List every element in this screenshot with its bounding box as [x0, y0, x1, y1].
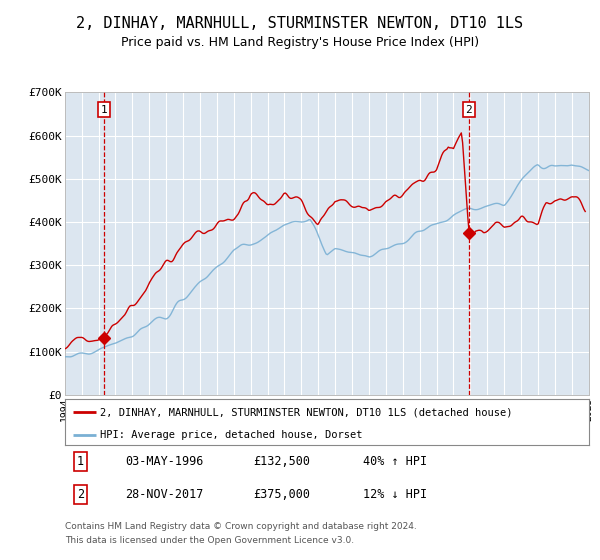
Text: This data is licensed under the Open Government Licence v3.0.: This data is licensed under the Open Gov… [65, 536, 354, 545]
Text: 40% ↑ HPI: 40% ↑ HPI [364, 455, 427, 468]
Text: HPI: Average price, detached house, Dorset: HPI: Average price, detached house, Dors… [100, 430, 363, 440]
Text: 2: 2 [77, 488, 84, 501]
Text: Price paid vs. HM Land Registry's House Price Index (HPI): Price paid vs. HM Land Registry's House … [121, 36, 479, 49]
Text: 1: 1 [77, 455, 84, 468]
Text: 2: 2 [466, 105, 472, 115]
Text: Contains HM Land Registry data © Crown copyright and database right 2024.: Contains HM Land Registry data © Crown c… [65, 522, 416, 531]
Text: £132,500: £132,500 [253, 455, 310, 468]
Text: 1: 1 [101, 105, 108, 115]
Text: 2, DINHAY, MARNHULL, STURMINSTER NEWTON, DT10 1LS: 2, DINHAY, MARNHULL, STURMINSTER NEWTON,… [76, 16, 524, 31]
Text: 03-MAY-1996: 03-MAY-1996 [125, 455, 203, 468]
Text: 28-NOV-2017: 28-NOV-2017 [125, 488, 203, 501]
Text: £375,000: £375,000 [253, 488, 310, 501]
Text: 12% ↓ HPI: 12% ↓ HPI [364, 488, 427, 501]
Text: 2, DINHAY, MARNHULL, STURMINSTER NEWTON, DT10 1LS (detached house): 2, DINHAY, MARNHULL, STURMINSTER NEWTON,… [100, 407, 513, 417]
